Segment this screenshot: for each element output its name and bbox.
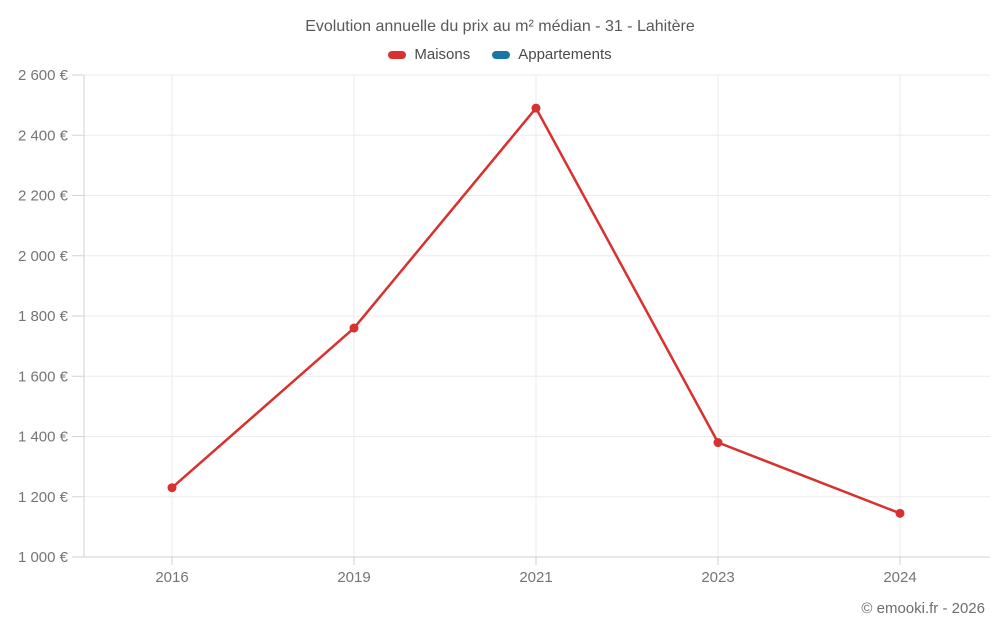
x-tick-label: 2019 — [337, 569, 370, 586]
y-tick-label: 2 400 € — [18, 127, 69, 144]
maisons-swatch-icon — [388, 50, 407, 59]
y-tick-label: 1 000 € — [18, 549, 69, 566]
y-tick-label: 1 800 € — [18, 308, 69, 325]
data-point-2019 — [349, 323, 359, 333]
chart-title: Evolution annuelle du prix au m² médian … — [305, 18, 695, 35]
appartements-swatch-icon — [492, 50, 511, 59]
data-point-2016 — [167, 483, 177, 493]
x-tick-label: 2016 — [155, 569, 188, 586]
legend-item-appartements[interactable]: Appartements — [492, 46, 612, 63]
legend-label-appartements: Appartements — [518, 46, 612, 63]
legend: Maisons Appartements — [0, 46, 1000, 63]
y-tick-label: 2 600 € — [18, 67, 69, 84]
data-point-2023 — [713, 438, 723, 448]
data-point-2021 — [531, 103, 541, 113]
y-tick-label: 2 200 € — [18, 188, 69, 205]
copyright-text: © emooki.fr - 2026 — [861, 600, 985, 617]
x-tick-label: 2023 — [701, 569, 734, 586]
x-tick-label: 2021 — [519, 569, 552, 586]
legend-label-maisons: Maisons — [414, 46, 471, 63]
y-tick-label: 1 600 € — [18, 368, 69, 385]
y-tick-label: 1 400 € — [18, 429, 69, 446]
y-tick-label: 2 000 € — [18, 248, 69, 265]
legend-item-maisons[interactable]: Maisons — [388, 46, 470, 63]
x-tick-label: 2024 — [883, 569, 916, 586]
data-point-2024 — [895, 508, 905, 518]
y-tick-label: 1 200 € — [18, 489, 69, 506]
